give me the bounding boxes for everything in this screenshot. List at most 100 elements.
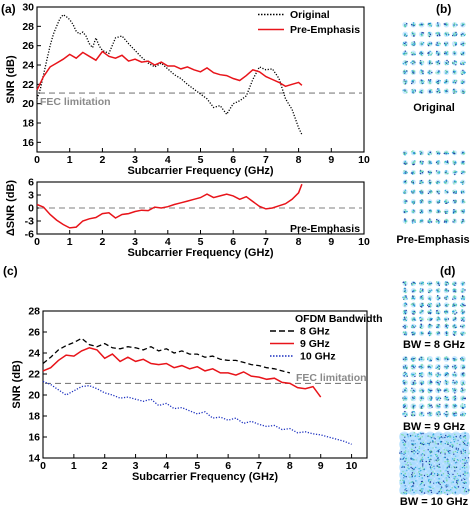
symbol-dot <box>422 389 425 392</box>
symbol-dot <box>461 403 464 405</box>
symbol-dot <box>455 211 458 213</box>
symbol-dot <box>413 453 415 455</box>
symbol-dot <box>462 481 464 484</box>
symbol-dot <box>418 366 420 368</box>
symbol-dot <box>403 287 406 290</box>
symbol-dot <box>436 44 439 46</box>
symbol-dot <box>412 332 414 335</box>
symbol-dot <box>412 459 414 461</box>
symbol-dot <box>449 450 451 452</box>
symbol-dot <box>462 191 464 193</box>
symbol-dot <box>459 358 462 360</box>
x-tick-label: 4 <box>165 236 171 248</box>
symbol-dot <box>453 71 456 73</box>
symbol-dot <box>439 470 442 472</box>
symbol-dot <box>456 33 458 35</box>
symbol-dot <box>452 305 454 307</box>
symbol-dot <box>418 471 420 473</box>
symbol-dot <box>438 492 440 494</box>
y-tick-label: 20 <box>22 98 34 110</box>
symbol-dot <box>464 397 466 399</box>
symbol-dot <box>403 181 405 183</box>
symbol-dot <box>453 90 455 93</box>
symbol-dot <box>437 413 439 415</box>
symbol-dot <box>437 306 439 308</box>
symbol-dot <box>405 41 407 43</box>
symbol-dot <box>412 150 414 152</box>
symbol-dot <box>438 209 440 212</box>
symbol-dot <box>421 32 423 34</box>
symbol-dot <box>429 398 432 400</box>
symbol-dot <box>404 358 406 360</box>
symbol-dot <box>421 460 424 462</box>
symbol-dot <box>404 180 407 183</box>
symbol-dot <box>412 451 414 453</box>
symbol-dot <box>462 33 464 36</box>
symbol-dot <box>462 458 464 461</box>
symbol-dot <box>453 209 455 211</box>
symbol-dot <box>412 334 414 336</box>
symbol-dot <box>448 358 450 360</box>
symbol-dot <box>404 332 406 334</box>
symbol-dot <box>420 480 423 483</box>
symbol-dot <box>402 63 404 65</box>
symbol-dot <box>453 326 455 329</box>
symbol-dot <box>449 436 451 439</box>
symbol-dot <box>429 72 431 75</box>
symbol-dot <box>462 305 464 308</box>
symbol-dot <box>437 220 440 222</box>
symbol-dot <box>460 43 462 45</box>
symbol-dot <box>412 202 414 204</box>
symbol-dot <box>410 190 413 192</box>
symbol-dot <box>399 452 401 454</box>
symbol-dot <box>419 283 421 285</box>
symbol-dot <box>455 414 457 417</box>
symbol-dot <box>405 356 407 359</box>
symbol-dot <box>419 192 422 194</box>
symbol-dot <box>421 162 424 165</box>
symbol-dot <box>462 288 464 290</box>
symbol-dot <box>433 473 436 475</box>
symbol-dot <box>437 450 439 452</box>
symbol-dot <box>439 489 441 492</box>
symbol-dot <box>444 80 447 82</box>
symbol-dot <box>419 23 421 26</box>
symbol-dot <box>437 391 440 393</box>
symbol-dot <box>402 319 405 321</box>
x-tick-label: 5 <box>198 236 204 248</box>
symbol-dot <box>445 201 447 204</box>
symbol-dot <box>401 433 403 436</box>
symbol-dot <box>439 488 442 490</box>
symbol-dot <box>430 318 432 320</box>
symbol-dot <box>421 372 423 374</box>
symbol-dot <box>463 298 465 301</box>
symbol-dot <box>404 489 406 491</box>
symbol-dot <box>440 491 443 493</box>
symbol-dot <box>455 326 458 328</box>
symbol-dot <box>404 295 406 297</box>
symbol-dot <box>411 180 414 183</box>
x-tick-label: 7 <box>263 236 269 248</box>
symbol-dot <box>445 81 447 84</box>
symbol-dot <box>439 34 441 37</box>
symbol-dot <box>464 467 466 469</box>
symbol-dot <box>444 451 446 454</box>
symbol-dot <box>421 71 423 74</box>
symbol-dot <box>428 463 431 466</box>
y-tick-label: 28 <box>28 306 40 318</box>
x-tick-label: 3 <box>132 236 138 248</box>
symbol-dot <box>414 404 416 407</box>
symbol-dot <box>462 297 464 299</box>
symbol-dot <box>428 405 430 408</box>
symbol-dot <box>417 435 420 438</box>
symbol-dot <box>454 392 456 394</box>
symbol-dot <box>430 221 433 223</box>
y-tick-label: 26 <box>22 40 34 52</box>
symbol-dot <box>434 438 436 440</box>
symbol-dot <box>430 25 432 27</box>
symbol-dot <box>422 453 425 455</box>
symbol-dot <box>421 304 424 306</box>
y-tick-label: 22 <box>28 369 40 381</box>
symbol-dot <box>419 365 421 368</box>
x-tick-label: 8 <box>296 154 302 166</box>
